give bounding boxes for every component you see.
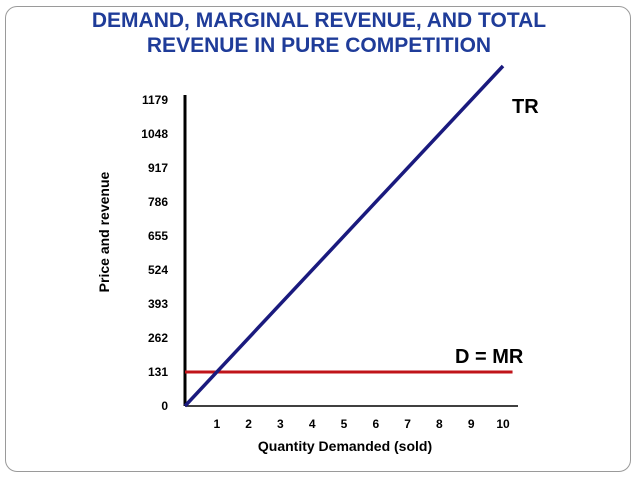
x-tick-label: 8 [436, 417, 443, 431]
tr-line [183, 64, 505, 408]
slide-frame [5, 6, 631, 472]
tr-series-label: TR [512, 96, 539, 118]
x-axis-label: Quantity Demanded (sold) [258, 438, 432, 454]
mr-series-label: D = MR [455, 346, 524, 368]
x-tick-label: 2 [245, 417, 252, 431]
y-tick-label: 1048 [141, 127, 168, 141]
x-tick-label: 6 [372, 417, 379, 431]
x-tick-label: 9 [468, 417, 475, 431]
x-tick-label: 1 [213, 417, 220, 431]
chart-title-line-1: DEMAND, MARGINAL REVENUE, AND TOTAL [91, 9, 547, 32]
x-tick-labels: 1 2 3 4 5 6 7 8 9 10 [213, 417, 510, 431]
y-tick-labels: 0 131 262 393 524 655 786 917 1048 1179 [141, 93, 168, 413]
x-tick-label: 7 [404, 417, 411, 431]
x-tick-label: 3 [277, 417, 284, 431]
y-tick-label: 524 [148, 263, 168, 277]
y-tick-label: 917 [148, 161, 168, 175]
x-tick-label: 10 [496, 417, 510, 431]
x-tick-label: 4 [309, 417, 316, 431]
y-tick-label: 0 [161, 399, 168, 413]
chart-title-line-2: REVENUE IN PURE COMPETITION [146, 34, 492, 57]
y-tick-label: 393 [148, 297, 168, 311]
x-tick-label: 5 [341, 417, 348, 431]
y-tick-label: 1179 [142, 93, 168, 107]
y-tick-label: 786 [148, 195, 168, 209]
y-tick-label: 131 [148, 365, 168, 379]
y-axis-label: Price and revenue [96, 171, 112, 292]
y-tick-label: 262 [148, 331, 168, 345]
chart-title: DEMAND, MARGINAL REVENUE, AND TOTAL REVE… [0, 8, 638, 58]
y-tick-label: 655 [148, 229, 168, 243]
